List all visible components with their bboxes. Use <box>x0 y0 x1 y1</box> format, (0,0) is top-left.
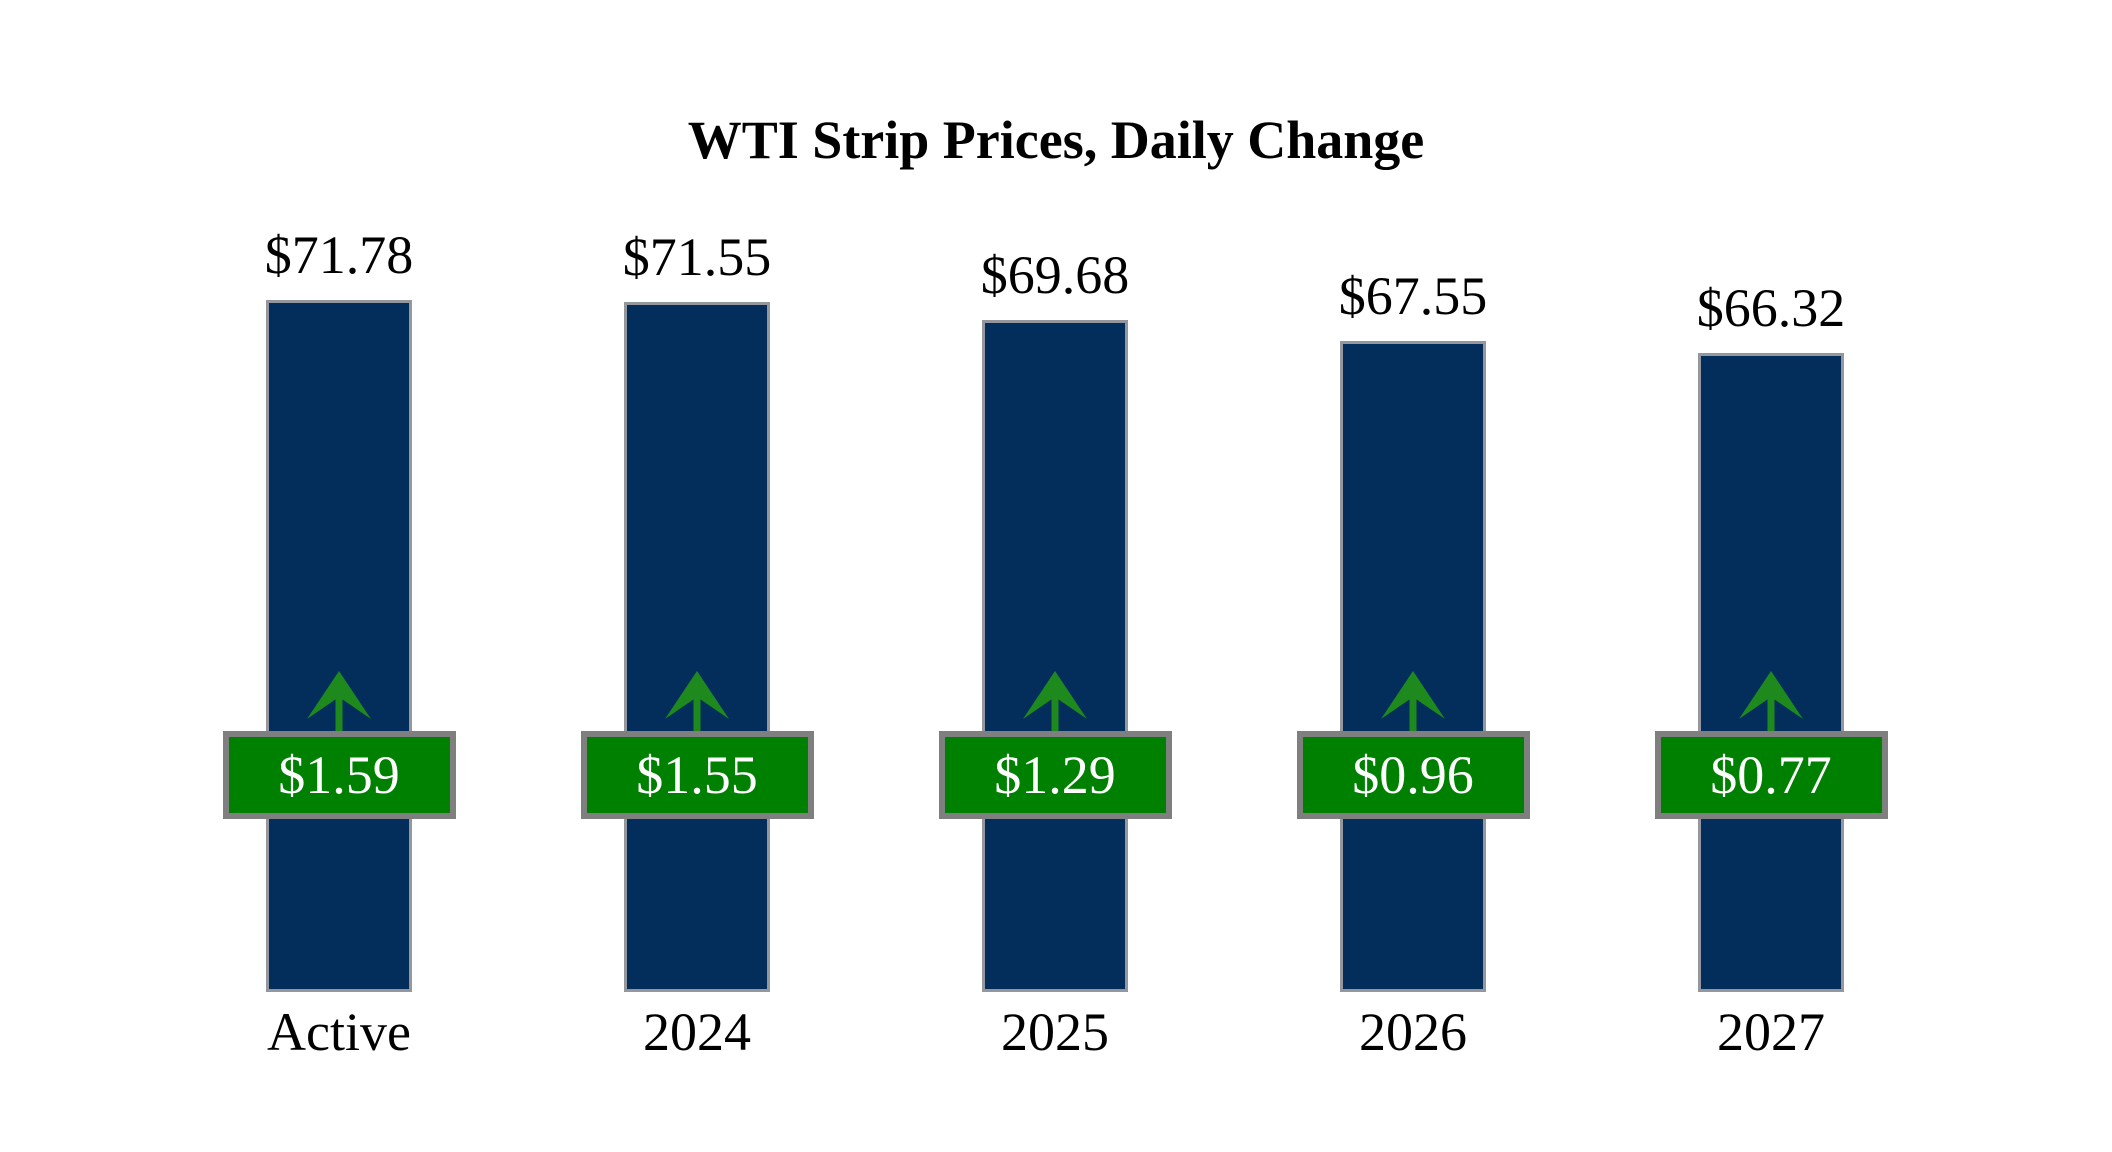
daily-change-box: $1.59 <box>222 731 456 819</box>
daily-change-box: $0.96 <box>1296 731 1530 819</box>
daily-change-label: $1.29 <box>994 745 1116 805</box>
daily-change-box: $0.77 <box>1654 731 1888 819</box>
up-arrow-icon <box>307 671 371 733</box>
daily-change-box: $1.29 <box>938 731 1172 819</box>
bar-value-label: $71.78 <box>264 225 414 285</box>
chart-title: WTI Strip Prices, Daily Change <box>687 110 1425 170</box>
up-arrow-icon <box>665 671 729 733</box>
price-bar <box>982 320 1128 992</box>
bar-value-label: $69.68 <box>980 245 1130 305</box>
daily-change-label: $1.59 <box>278 745 400 805</box>
category-label: 2024 <box>643 1002 751 1062</box>
bar-value-label: $67.55 <box>1338 266 1488 326</box>
up-arrow-icon <box>1739 671 1803 733</box>
bar-value-label: $66.32 <box>1696 278 1846 338</box>
bar-value-label: $71.55 <box>622 227 772 287</box>
daily-change-box: $1.55 <box>580 731 814 819</box>
daily-change-label: $1.55 <box>636 745 758 805</box>
price-bar <box>624 302 770 992</box>
up-arrow-icon <box>1381 671 1445 733</box>
daily-change-label: $0.96 <box>1352 745 1474 805</box>
category-label: 2025 <box>1001 1002 1109 1062</box>
price-bar <box>266 300 412 992</box>
up-arrow-icon <box>1023 671 1087 733</box>
category-label: Active <box>267 1002 411 1062</box>
price-bar <box>1340 341 1486 992</box>
daily-change-label: $0.77 <box>1710 745 1832 805</box>
category-label: 2027 <box>1717 1002 1825 1062</box>
category-label: 2026 <box>1359 1002 1467 1062</box>
